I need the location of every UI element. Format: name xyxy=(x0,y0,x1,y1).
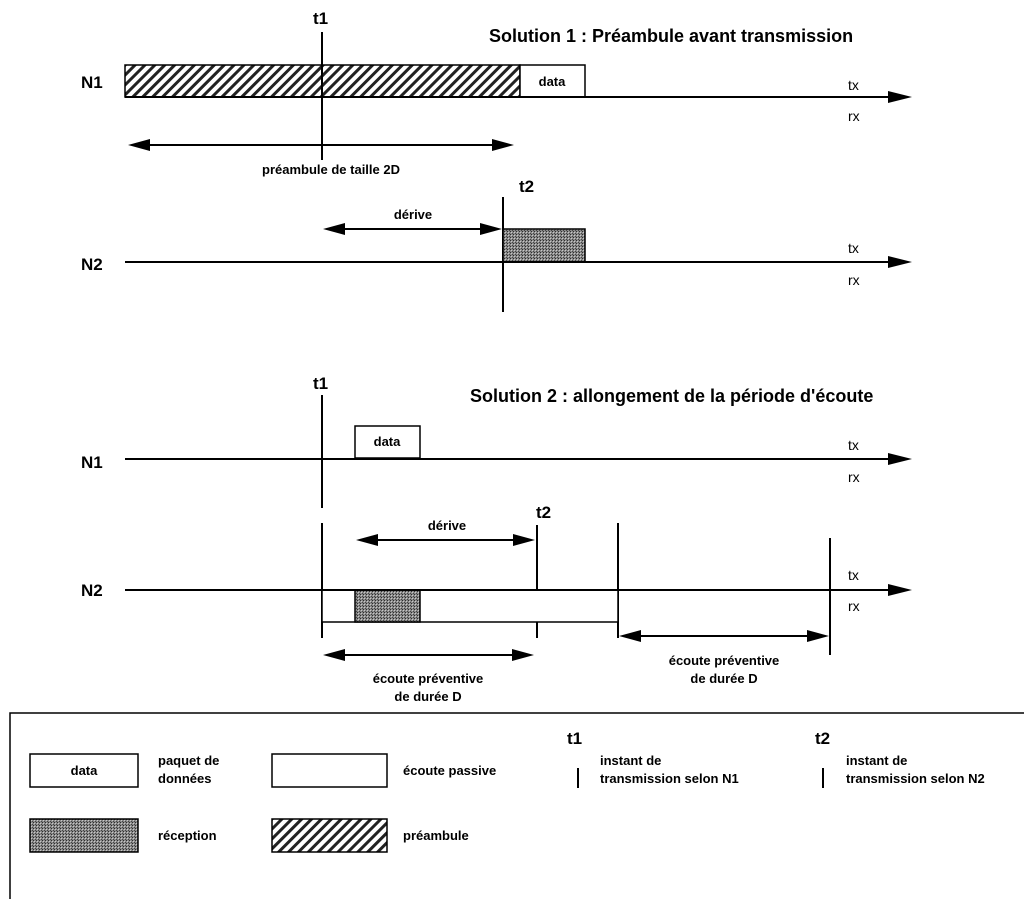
listen-b-label-2: de durée D xyxy=(690,671,757,686)
drift-arrow-2-right-head xyxy=(513,534,535,546)
legend-data-box-label: data xyxy=(71,763,99,778)
preamble-arrow-right-head xyxy=(492,139,514,151)
legend-t1-desc-1: instant de xyxy=(600,753,661,768)
solution-2-title: Solution 2 : allongement de la période d… xyxy=(470,386,873,406)
n1-label-2: N1 xyxy=(81,453,103,472)
data-packet-label: data xyxy=(539,74,567,89)
listen-b-arrow-left-head xyxy=(619,630,641,642)
t2-label-2: t2 xyxy=(536,503,551,522)
solution-1-title: Solution 1 : Préambule avant transmissio… xyxy=(489,26,853,46)
n1-timeline-arrowhead xyxy=(888,91,912,103)
legend-passive-desc: écoute passive xyxy=(403,763,496,778)
legend: data paquet de données écoute passive t1… xyxy=(9,712,1024,899)
legend-data-desc-1: paquet de xyxy=(158,753,219,768)
legend-frame xyxy=(9,712,1024,899)
drift-label-2: dérive xyxy=(428,518,466,533)
data-packet-label-2: data xyxy=(374,434,402,449)
n2-rx-label-2: rx xyxy=(848,598,860,614)
n1-tx-label: tx xyxy=(848,77,859,93)
listen-a-label-2: de durée D xyxy=(394,689,461,704)
t2-label: t2 xyxy=(519,177,534,196)
data-packet-box-2 xyxy=(354,425,421,459)
legend-t2-desc-2: transmission selon N2 xyxy=(846,771,985,786)
legend-t2: t2 xyxy=(815,729,830,748)
legend-preamble-desc: préambule xyxy=(403,828,469,843)
listen-a-arrow-left-head xyxy=(323,649,345,661)
preamble-arrow-left-head xyxy=(128,139,150,151)
drift-label: dérive xyxy=(394,207,432,222)
legend-data-desc-2: données xyxy=(158,771,211,786)
legend-reception-box xyxy=(29,818,139,853)
legend-t1: t1 xyxy=(567,729,582,748)
n2-label: N2 xyxy=(81,255,103,274)
n1-tx-label-2: tx xyxy=(848,437,859,453)
preamble-size-label: préambule de taille 2D xyxy=(262,162,400,177)
drift-arrow-left-head xyxy=(323,223,345,235)
n2-rx-label: rx xyxy=(848,272,860,288)
n1-label: N1 xyxy=(81,73,103,92)
n1-rx-label: rx xyxy=(848,108,860,124)
drift-arrow-right-head xyxy=(480,223,502,235)
solution-1: Solution 1 : Préambule avant transmissio… xyxy=(81,9,912,312)
listen-a-label-1: écoute préventive xyxy=(373,671,484,686)
legend-reception-desc: réception xyxy=(158,828,217,843)
n1-timeline-arrowhead-2 xyxy=(888,453,912,465)
n2-timeline-arrowhead-2 xyxy=(888,584,912,596)
n2-tx-label: tx xyxy=(848,240,859,256)
listen-a-arrow-right-head xyxy=(512,649,534,661)
legend-passive-box xyxy=(271,753,388,788)
drift-arrow-2-left-head xyxy=(356,534,378,546)
n2-label-2: N2 xyxy=(81,581,103,600)
n1-rx-label-2: rx xyxy=(848,469,860,485)
listen-b-arrow-right-head xyxy=(807,630,829,642)
solution-2: Solution 2 : allongement de la période d… xyxy=(81,374,912,704)
t1-label-2: t1 xyxy=(313,374,328,393)
listen-b-label-1: écoute préventive xyxy=(669,653,780,668)
n2-tx-label-2: tx xyxy=(848,567,859,583)
t1-label: t1 xyxy=(313,9,328,28)
reception-block xyxy=(502,228,586,263)
reception-block-2 xyxy=(354,589,421,623)
legend-preamble-box xyxy=(271,818,388,853)
legend-data-box xyxy=(29,753,139,788)
legend-t1-desc-2: transmission selon N1 xyxy=(600,771,739,786)
n2-timeline-arrowhead xyxy=(888,256,912,268)
legend-t2-desc-1: instant de xyxy=(846,753,907,768)
